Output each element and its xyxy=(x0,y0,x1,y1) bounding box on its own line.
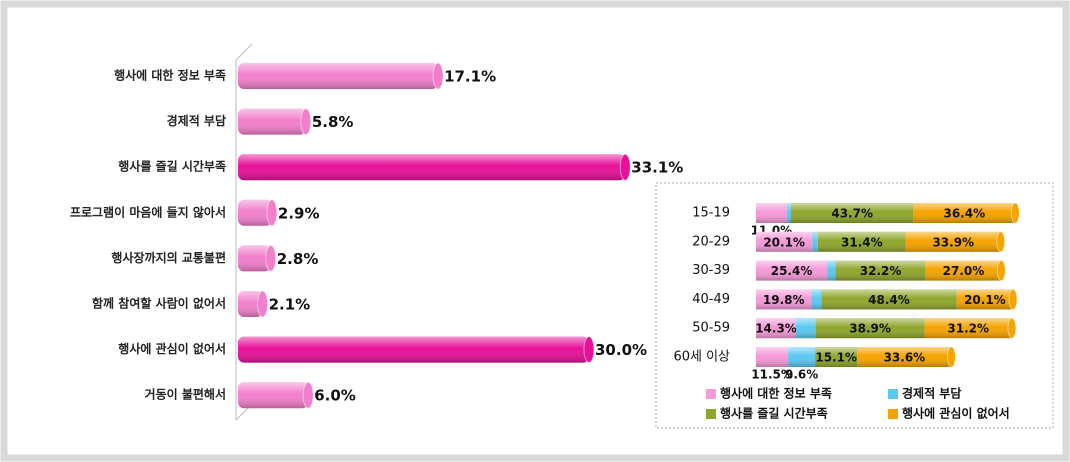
bar-shade xyxy=(905,231,1001,252)
category-label: 행사에 대한 정보 부족 xyxy=(114,68,226,83)
bar-cap xyxy=(302,381,314,409)
bar-cap xyxy=(432,62,444,90)
bar-shade xyxy=(913,203,1016,223)
bar-shade xyxy=(756,347,789,367)
bar-shade xyxy=(238,336,589,363)
bar-shade xyxy=(238,154,626,181)
bar-cap xyxy=(583,336,595,364)
value-label: 48.4% xyxy=(868,293,910,307)
bar-shade xyxy=(817,231,906,252)
value-label: 33.6% xyxy=(884,351,926,365)
bar-shade xyxy=(238,382,309,409)
bar-shade xyxy=(857,347,952,367)
value-label: 36.4% xyxy=(943,207,985,221)
bar-shade xyxy=(827,260,836,281)
bar-shade xyxy=(815,347,858,367)
bar-cap xyxy=(1008,288,1018,310)
value-label: 25.4% xyxy=(771,264,813,278)
legend-label: 행사를 즐길 시간부족 xyxy=(720,406,828,421)
bar-shade xyxy=(238,199,272,226)
bar-shade xyxy=(238,245,271,272)
bar-cap xyxy=(1007,317,1017,339)
bar-shade xyxy=(788,347,816,367)
bar-shade xyxy=(924,318,1012,339)
value-label: 32.2% xyxy=(860,264,902,278)
legend-swatch xyxy=(888,389,898,399)
category-label: 20-29 xyxy=(692,234,730,249)
legend-swatch xyxy=(706,389,716,399)
category-label: 행사를 즐길 시간부족 xyxy=(118,159,226,174)
bar-cap xyxy=(300,108,312,136)
value-label: 17.1% xyxy=(444,68,496,86)
value-label: 20.1% xyxy=(763,235,805,249)
bar-cap xyxy=(257,290,269,318)
value-label: 38.9% xyxy=(849,322,891,336)
category-label: 함께 참여할 사람이 없어서 xyxy=(92,296,226,311)
value-label: 2.8% xyxy=(277,250,319,268)
value-label: 20.1% xyxy=(964,293,1006,307)
bar-shade xyxy=(756,231,813,252)
category-label: 50-59 xyxy=(692,321,730,336)
value-label: 19.8% xyxy=(763,293,805,307)
bar-shade xyxy=(786,203,791,223)
bar-shade xyxy=(756,203,787,223)
value-label: 6.0% xyxy=(314,387,356,405)
value-label: 2.9% xyxy=(278,204,320,222)
bar-shade xyxy=(756,318,797,339)
legend-label: 행사에 관심이 없어서 xyxy=(902,406,1010,421)
bar-shade xyxy=(238,108,306,135)
bar-shade xyxy=(238,63,439,89)
bar-shade xyxy=(821,289,957,310)
value-label: 15.1% xyxy=(815,351,857,365)
value-label: 14.3% xyxy=(755,322,797,336)
bar-shade xyxy=(791,203,914,223)
axis xyxy=(235,43,253,420)
value-label: 11.5% xyxy=(751,368,793,382)
value-label: 33.9% xyxy=(932,235,974,249)
legend-label: 행사에 대한 정보 부족 xyxy=(720,386,832,401)
category-label: 30-39 xyxy=(692,263,730,278)
bar-cap xyxy=(1010,202,1020,224)
bar-shade xyxy=(756,289,812,310)
bar-shade xyxy=(956,289,1014,310)
category-label: 15-19 xyxy=(692,206,730,221)
bar-cap xyxy=(996,231,1006,253)
bar-cap xyxy=(265,244,277,272)
category-label: 경제적 부담 xyxy=(167,113,226,128)
bar-shade xyxy=(812,231,818,252)
category-label: 행사에 관심이 없어서 xyxy=(118,341,226,356)
bar-shade xyxy=(835,260,926,281)
value-label: 30.0% xyxy=(595,341,647,359)
legend-label: 경제적 부담 xyxy=(902,386,961,401)
category-label: 거동이 불편해서 xyxy=(145,387,226,402)
bar-shade xyxy=(811,289,822,310)
bar-cap xyxy=(619,153,631,181)
legend-swatch xyxy=(888,409,898,419)
value-label: 33.1% xyxy=(631,159,683,177)
value-label: 5.8% xyxy=(312,113,354,131)
value-label: 9.6% xyxy=(785,368,818,382)
category-label: 60세 이상 xyxy=(673,350,730,365)
legend-swatch xyxy=(706,409,716,419)
bar-shade xyxy=(925,260,1002,281)
category-label: 프로그램이 마음에 들지 않아서 xyxy=(70,204,226,219)
bar-shade xyxy=(238,291,263,317)
bar-cap xyxy=(266,199,278,227)
value-label: 43.7% xyxy=(831,207,873,221)
bar-shade xyxy=(756,260,828,281)
value-label: 31.4% xyxy=(841,235,883,249)
bar-cap xyxy=(996,260,1006,282)
bar-shade xyxy=(796,318,816,339)
category-label: 40-49 xyxy=(692,292,730,307)
value-label: 27.0% xyxy=(943,264,985,278)
category-label: 행사장까지의 교통불편 xyxy=(111,250,226,265)
value-label: 2.1% xyxy=(269,296,311,314)
value-label: 31.2% xyxy=(947,322,989,336)
bar-cap xyxy=(946,346,956,368)
bar-shade xyxy=(815,318,925,339)
